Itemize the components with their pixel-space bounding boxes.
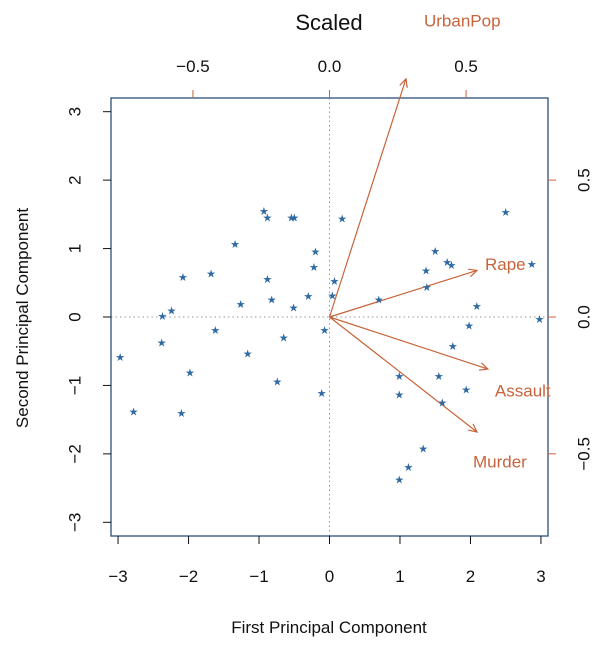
y-tick-label: 3: [66, 107, 85, 116]
data-point: ★: [289, 211, 299, 224]
data-point: ★: [327, 289, 337, 302]
data-point: ★: [317, 387, 327, 400]
data-point: ★: [394, 370, 404, 383]
data-point: ★: [472, 300, 482, 313]
y-axis-label: Second Principal Component: [13, 208, 32, 428]
data-point: ★: [448, 340, 458, 353]
loading-label-rape: Rape: [485, 255, 526, 274]
data-point: ★: [267, 293, 277, 306]
data-point: ★: [437, 397, 447, 410]
loading-label-murder: Murder: [473, 452, 527, 471]
data-point: ★: [535, 313, 545, 326]
data-point: ★: [464, 319, 474, 332]
secondary-x-tick-label: −0.5: [176, 57, 210, 76]
loading-label-urbanpop: UrbanPop: [424, 11, 501, 30]
x-tick-label: 0: [325, 567, 334, 586]
data-point: ★: [329, 275, 339, 288]
data-point: ★: [178, 271, 188, 284]
loading-arrow-rape: [329, 269, 478, 318]
data-point: ★: [501, 206, 511, 219]
secondary-y-tick-label: 0.0: [575, 305, 594, 329]
data-point: ★: [263, 273, 273, 286]
data-point: ★: [337, 213, 347, 226]
data-point: ★: [446, 259, 456, 272]
data-point: ★: [243, 347, 253, 360]
data-point: ★: [177, 407, 187, 420]
data-point: ★: [289, 302, 299, 315]
data-point: ★: [210, 324, 220, 337]
loading-arrowhead-urbanpop: [399, 77, 408, 88]
data-point: ★: [394, 389, 404, 402]
data-point: ★: [185, 367, 195, 380]
y-tick-label: −1: [66, 376, 85, 395]
data-point: ★: [442, 256, 452, 269]
loading-arrow-assault: [329, 316, 489, 370]
data-point: ★: [157, 337, 167, 350]
data-point: ★: [421, 265, 431, 278]
secondary-y-tick-label: 0.5: [575, 168, 594, 192]
y-tick-label: 2: [66, 175, 85, 184]
data-point: ★: [230, 238, 240, 251]
data-point: ★: [206, 267, 216, 280]
x-axis-label: First Principal Component: [231, 618, 427, 637]
y-tick-label: −2: [66, 444, 85, 463]
data-point: ★: [310, 245, 320, 258]
data-point: ★: [374, 293, 384, 306]
loading-arrowhead-assault: [478, 362, 490, 371]
y-tick-label: 1: [66, 244, 85, 253]
y-tick-label: −3: [66, 513, 85, 532]
data-point: ★: [461, 384, 471, 397]
loading-arrow-murder: [329, 316, 478, 433]
data-point: ★: [320, 324, 330, 337]
x-tick-label: 3: [536, 567, 545, 586]
y-tick-label: 0: [66, 312, 85, 321]
data-point: ★: [259, 205, 269, 218]
loading-arrow-urbanpop: [328, 78, 407, 318]
data-point: ★: [430, 245, 440, 258]
x-tick-label: 2: [466, 567, 475, 586]
x-tick-label: −2: [179, 567, 198, 586]
chart-title: Scaled: [295, 10, 362, 35]
data-point: ★: [167, 304, 177, 317]
data-point: ★: [263, 211, 273, 224]
secondary-y-tick-label: −0.5: [575, 437, 594, 471]
loading-arrowhead-rape: [467, 268, 479, 278]
data-point: ★: [236, 298, 246, 311]
data-point: ★: [309, 261, 319, 274]
data-point: ★: [434, 370, 444, 383]
x-tick-label: 1: [395, 567, 404, 586]
secondary-x-tick-label: 0.5: [454, 57, 478, 76]
x-tick-label: −1: [249, 567, 268, 586]
data-point: ★: [394, 473, 404, 486]
data-point: ★: [527, 258, 537, 271]
data-point: ★: [303, 290, 313, 303]
secondary-x-tick-label: 0.0: [318, 57, 342, 76]
data-point: ★: [404, 461, 414, 474]
loading-arrowhead-murder: [468, 423, 479, 433]
x-tick-label: −3: [108, 567, 127, 586]
data-point: ★: [279, 332, 289, 345]
data-point: ★: [418, 443, 428, 456]
data-point: ★: [272, 376, 282, 389]
data-point: ★: [115, 351, 125, 364]
data-point: ★: [422, 281, 432, 294]
loading-label-assault: Assault: [495, 382, 551, 401]
data-point: ★: [287, 211, 297, 224]
data-point: ★: [129, 406, 139, 419]
data-point: ★: [158, 310, 168, 323]
plot-area: −3 −2 −1 0 1 2 3 −3 −2 −1 0 1 2 3 −0.5 0.0 0.5 −0.5 0.0 0.5…: [66, 11, 594, 586]
